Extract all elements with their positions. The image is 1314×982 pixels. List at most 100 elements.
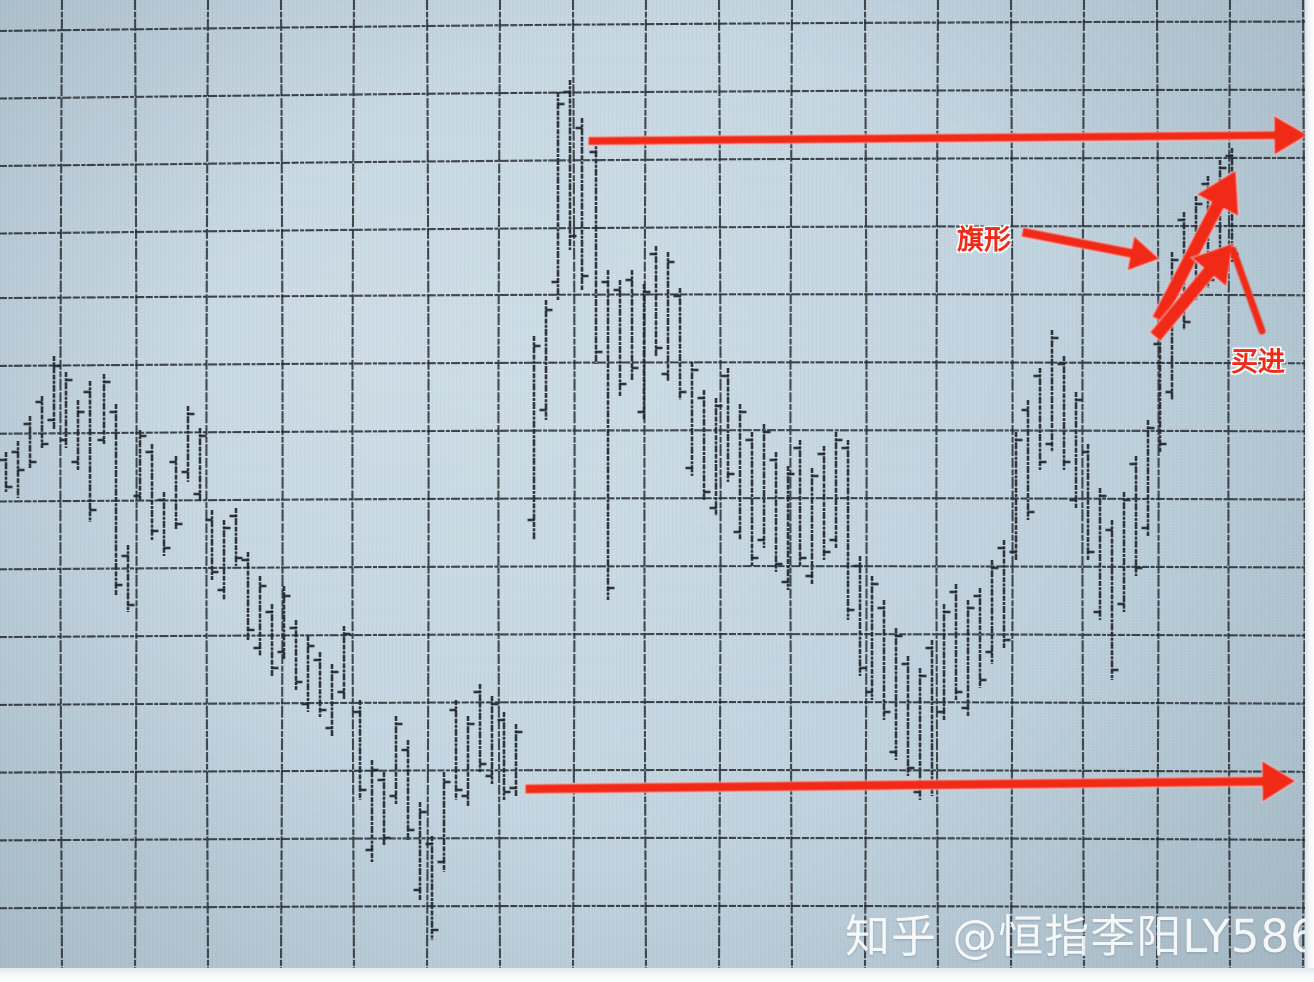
ohlc-bar [527,336,541,540]
ohlc-bar [437,772,451,872]
ohlc-bar [301,636,315,712]
ohlc-bar [1045,330,1059,452]
ohlc-bar [11,441,25,498]
ohlc-bar [841,440,855,620]
ohlc-bar [721,368,735,482]
ohlc-bar [1009,432,1023,560]
ohlc-bar [1141,420,1155,536]
ohlc-bar [377,772,391,846]
ohlc-bar [1165,252,1179,400]
ohlc-bar [733,404,747,540]
ohlc-bar [709,398,723,516]
buy-entry-arrow [1148,242,1234,343]
ohlc-bar [793,440,807,566]
ohlc-bar [289,620,303,690]
ohlc-bar [157,492,171,556]
buy-label-leader [1229,246,1266,335]
ohlc-bar [1105,520,1119,680]
ohlc-bar [365,760,379,862]
ohlc-bar [1117,492,1131,612]
ohlc-bar [901,656,915,776]
ohlc-bar [1033,368,1047,470]
ohlc-bar [1021,400,1035,520]
ohlc-bar [913,668,927,800]
ohlc-bar [769,452,783,572]
ohlc-bar [205,510,219,580]
ohlc-bar [425,836,439,940]
ohlc-bar [551,92,565,300]
ohlc-bar [877,600,891,720]
ohlc-bar [313,652,327,718]
ohlc-bar [949,584,963,700]
photo-right-edge [1305,0,1314,982]
ohlc-bar [1057,356,1071,470]
ohlc-bar [217,520,231,600]
ohlc-bar [805,468,819,584]
zhihu-watermark: 知乎 @恒指李阳LY58653 [845,910,1314,963]
ohlc-bar [1081,444,1095,560]
ohlc-bar [497,712,511,800]
ohlc-bar [781,466,795,590]
ohlc-bar [589,140,603,364]
ohlc-bar [23,416,37,468]
ohlc-bar [83,381,97,522]
ohlc-bar [389,716,403,804]
upper-resistance-arrow [587,114,1310,157]
ohlc-bar [449,700,463,800]
ohlc-bar [241,552,255,640]
ohlc-bar [649,246,663,356]
ohlc-bar [353,700,367,800]
ohlc-bar [937,604,951,720]
ohlc-bar [685,362,699,476]
ohlc-bar [1129,456,1143,576]
ohlc-bar [337,626,351,700]
ohlc-bar [253,576,267,656]
ohlc-bar [509,724,523,796]
ohlc-bar [829,432,843,548]
photo-bottom-edge [0,968,1314,982]
ohlc-bar [697,390,711,500]
ohlc-bar [277,586,291,660]
ohlc-bar [461,716,475,806]
ohlc-bar [539,300,553,420]
ohlc-bar [613,280,627,396]
ohlc-bar [563,80,577,250]
ohlc-bar [485,696,499,784]
ohlc-bar [59,372,73,448]
ohlc-bar [817,446,831,560]
lower-support-arrow [524,759,1298,804]
ohlc-bar [865,576,879,700]
ohlc-bar [637,284,651,420]
ohlc-bar [71,400,85,470]
ohlc-bar [121,545,135,612]
buy-label: 买进 [1231,347,1285,378]
flag-pointer-arrow [1020,226,1162,272]
ohlc-bar [145,444,159,540]
ohlc-bar [745,432,759,566]
ohlc-bar [661,252,675,382]
ohlc-bar [757,424,771,548]
ohlc-bar [325,664,339,736]
ohlc-bar [265,604,279,676]
ohlc-bar [673,288,687,400]
ohlc-bar [853,556,867,676]
ohlc-bar [0,452,13,492]
ohlc-bar [47,356,61,430]
ohlc-bar [193,428,207,502]
ohlc-bar [133,430,147,500]
ohlc-bar [997,540,1011,648]
ohlc-bar [229,508,243,566]
ohlc-bar [575,118,589,290]
ohlc-bar [169,456,183,530]
ohlc-bar [401,740,415,840]
ohlc-bar [181,406,195,482]
ohlc-bar [1093,488,1107,620]
ohlc-bar [109,404,123,596]
ohlc-bar [625,270,639,380]
ohlc-bar [961,600,975,716]
ohlc-bar [1153,336,1167,452]
ohlc-bar [985,560,999,664]
